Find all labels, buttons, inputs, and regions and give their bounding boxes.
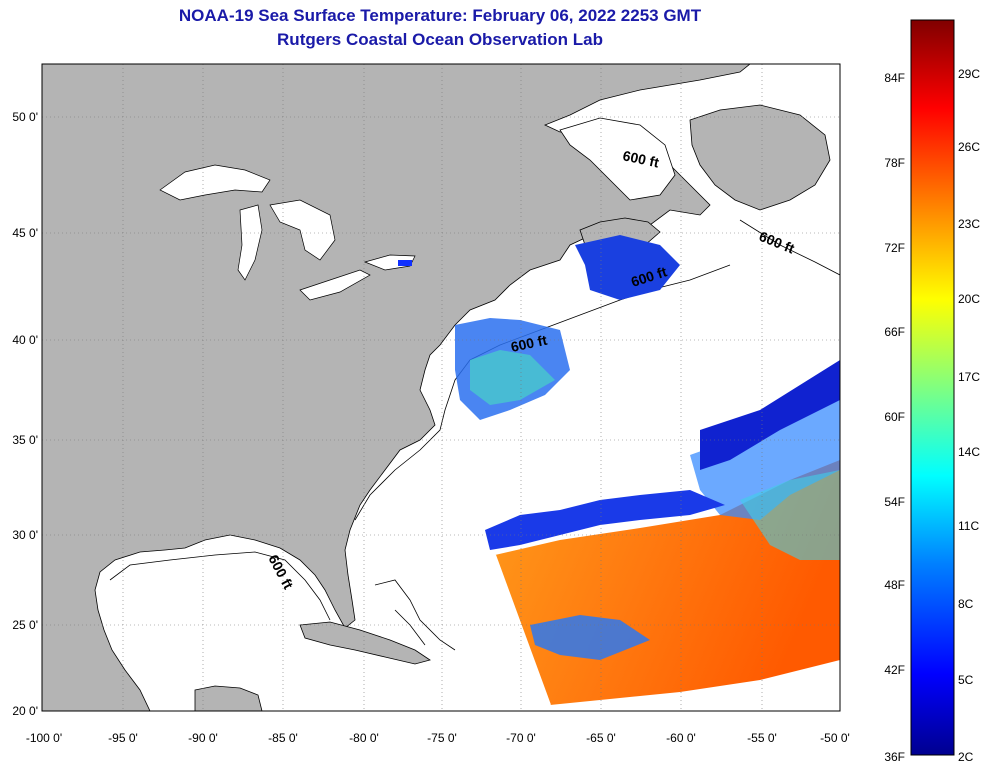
colorbar-c-label: 2C <box>958 750 974 764</box>
lake-michigan-huron <box>237 199 336 281</box>
lon-tick: -85 0' <box>268 731 298 745</box>
lat-tick: 25 0' <box>12 618 38 632</box>
lon-tick: -50 0' <box>820 731 850 745</box>
sst-patch-gulf-maine <box>575 235 680 300</box>
lon-tick: -60 0' <box>666 731 696 745</box>
isobath-label: 600 ft <box>621 147 660 170</box>
lake-ontario-sst <box>398 260 412 266</box>
lon-tick-labels: -100 0' -95 0' -90 0' -85 0' -80 0' -75 … <box>26 731 850 745</box>
colorbar-f-label: 60F <box>884 410 905 424</box>
lon-tick: -80 0' <box>349 731 379 745</box>
map-title: NOAA-19 Sea Surface Temperature: Februar… <box>178 6 702 25</box>
gulf-shelf-isobath <box>109 551 331 621</box>
lake-erie-ontario <box>299 254 416 301</box>
cuba-land <box>299 621 431 665</box>
isobath-label: 600 ft <box>509 332 548 355</box>
colorbar-f-label: 78F <box>884 156 905 170</box>
yucatan-land <box>194 685 263 711</box>
sst-swath-cyan-band <box>740 470 840 560</box>
colorbar-f-label: 66F <box>884 325 905 339</box>
sst-patch-blue-streak <box>485 490 725 550</box>
colorbar-c-label: 5C <box>958 673 974 687</box>
colorbar-c-label: 17C <box>958 370 980 384</box>
lon-tick: -75 0' <box>427 731 457 745</box>
colorbar-c-label: 11C <box>958 519 979 533</box>
colorbar-f-label: 36F <box>884 750 905 764</box>
lon-tick: -70 0' <box>506 731 536 745</box>
map-frame <box>41 63 841 712</box>
newfoundland-land <box>689 104 831 211</box>
lon-tick: -90 0' <box>188 731 218 745</box>
colorbar-f-labels: 84F 78F 72F 66F 60F 54F 48F 42F 36F <box>884 71 905 764</box>
colorbar <box>910 19 955 756</box>
lat-tick-labels: 50 0' 45 0' 40 0' 35 0' 30 0' 25 0' 20 0… <box>12 110 38 718</box>
labrador-isobath <box>739 219 840 276</box>
colorbar-f-label: 48F <box>884 578 905 592</box>
colorbar-c-label: 14C <box>958 445 980 459</box>
lon-tick: -55 0' <box>747 731 777 745</box>
graticule <box>42 64 840 711</box>
colorbar-c-label: 8C <box>958 597 974 611</box>
gulf-st-lawrence <box>559 117 676 201</box>
colorbar-c-label: 23C <box>958 217 980 231</box>
sst-patch-shelf-cyan <box>470 350 555 405</box>
sst-swath-cool-band <box>690 400 840 520</box>
lake-superior <box>159 164 271 201</box>
lon-tick: -95 0' <box>108 731 138 745</box>
colorbar-f-label: 84F <box>884 71 905 85</box>
lat-tick: 40 0' <box>12 333 38 347</box>
lat-tick: 30 0' <box>12 528 38 542</box>
colorbar-f-label: 42F <box>884 663 905 677</box>
lat-tick: 50 0' <box>12 110 38 124</box>
colorbar-c-label: 26C <box>958 140 980 154</box>
map-subtitle: Rutgers Coastal Ocean Observation Lab <box>277 30 603 49</box>
lon-tick: -100 0' <box>26 731 62 745</box>
sst-patch-west-blue <box>530 615 650 660</box>
colorbar-c-label: 29C <box>958 67 980 81</box>
lat-tick: 35 0' <box>12 433 38 447</box>
colorbar-f-label: 54F <box>884 495 905 509</box>
colorbar-c-label: 20C <box>958 292 980 306</box>
lat-tick: 20 0' <box>12 704 38 718</box>
swath-edge <box>494 554 551 706</box>
lat-tick: 45 0' <box>12 226 38 240</box>
colorbar-c-labels: 29C 26C 23C 20C 17C 14C 11C 8C 5C 2C <box>958 67 980 764</box>
sst-swath-deep-blue <box>700 360 840 470</box>
lon-tick: -65 0' <box>586 731 616 745</box>
colorbar-f-label: 72F <box>884 241 905 255</box>
